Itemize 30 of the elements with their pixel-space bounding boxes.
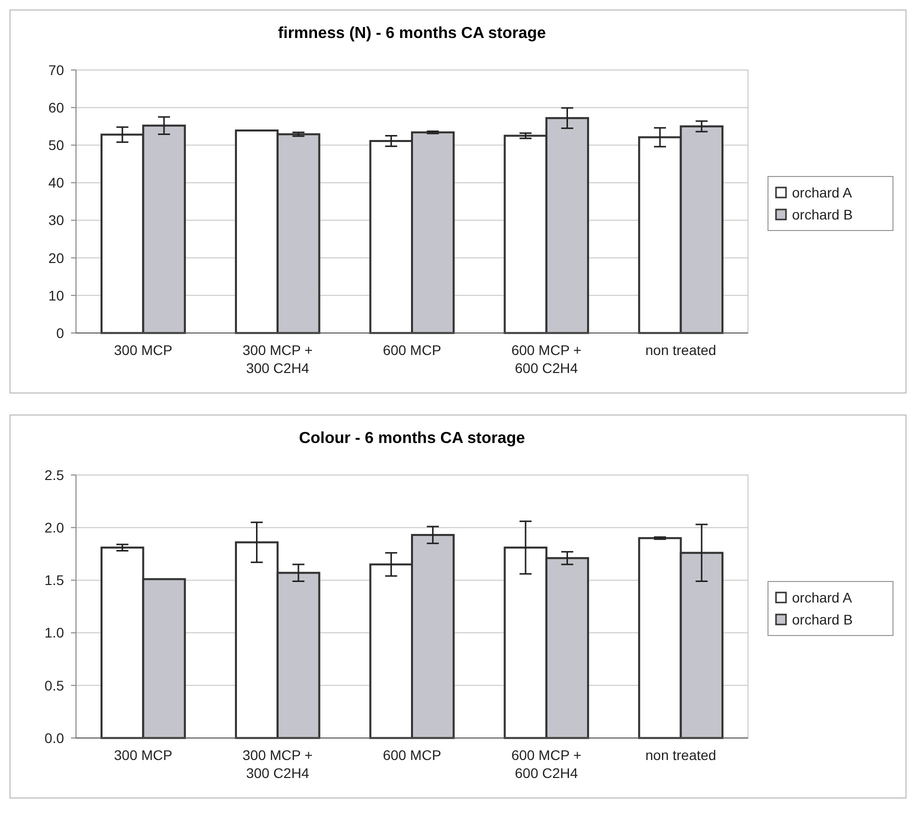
y-tick-label: 10 (48, 287, 64, 304)
y-tick-label: 70 (48, 62, 64, 78)
y-tick-label: 40 (48, 174, 64, 191)
x-tick-label: 300 MCP (114, 747, 172, 763)
legend-label: orchard A (792, 184, 853, 200)
y-tick-label: 0 (56, 324, 64, 341)
x-tick-label: non treated (645, 747, 716, 763)
y-tick-label: 2.0 (44, 520, 64, 536)
x-tick-label: 300 MCP + 300 C2H4 (242, 342, 313, 376)
legend-label: orchard B (792, 206, 853, 222)
chart-title: Colour - 6 months CA storage (298, 430, 526, 447)
x-tick-label: 300 MCP (114, 342, 172, 358)
y-tick-label: 2.5 (44, 466, 64, 483)
y-tick-label: 30 (48, 212, 64, 228)
y-tick-label: 1.0 (44, 624, 64, 641)
y-tick-label: 1.5 (44, 572, 64, 588)
x-tick-label: 600 MCP + 600 C2H4 (511, 747, 582, 781)
x-tick-label: 600 MCP + 600 C2H4 (511, 342, 582, 376)
y-tick-label: 0.0 (44, 730, 64, 746)
x-tick-label: 600 MCP (382, 747, 442, 763)
y-tick-label: 50 (48, 137, 64, 154)
y-tick-label: 60 (48, 99, 64, 116)
legend-label: orchard B (792, 612, 853, 628)
x-tick-label: 600 MCP (382, 342, 442, 358)
x-tick-label: 300 MCP + 300 C2H4 (242, 747, 313, 781)
y-tick-label: 0.5 (44, 677, 64, 694)
legend-label: orchard A (792, 590, 853, 606)
x-tick-label: non treated (645, 342, 716, 358)
chart-title: firmness (N) - 6 months CA storage (278, 25, 546, 42)
y-tick-label: 20 (48, 250, 64, 266)
